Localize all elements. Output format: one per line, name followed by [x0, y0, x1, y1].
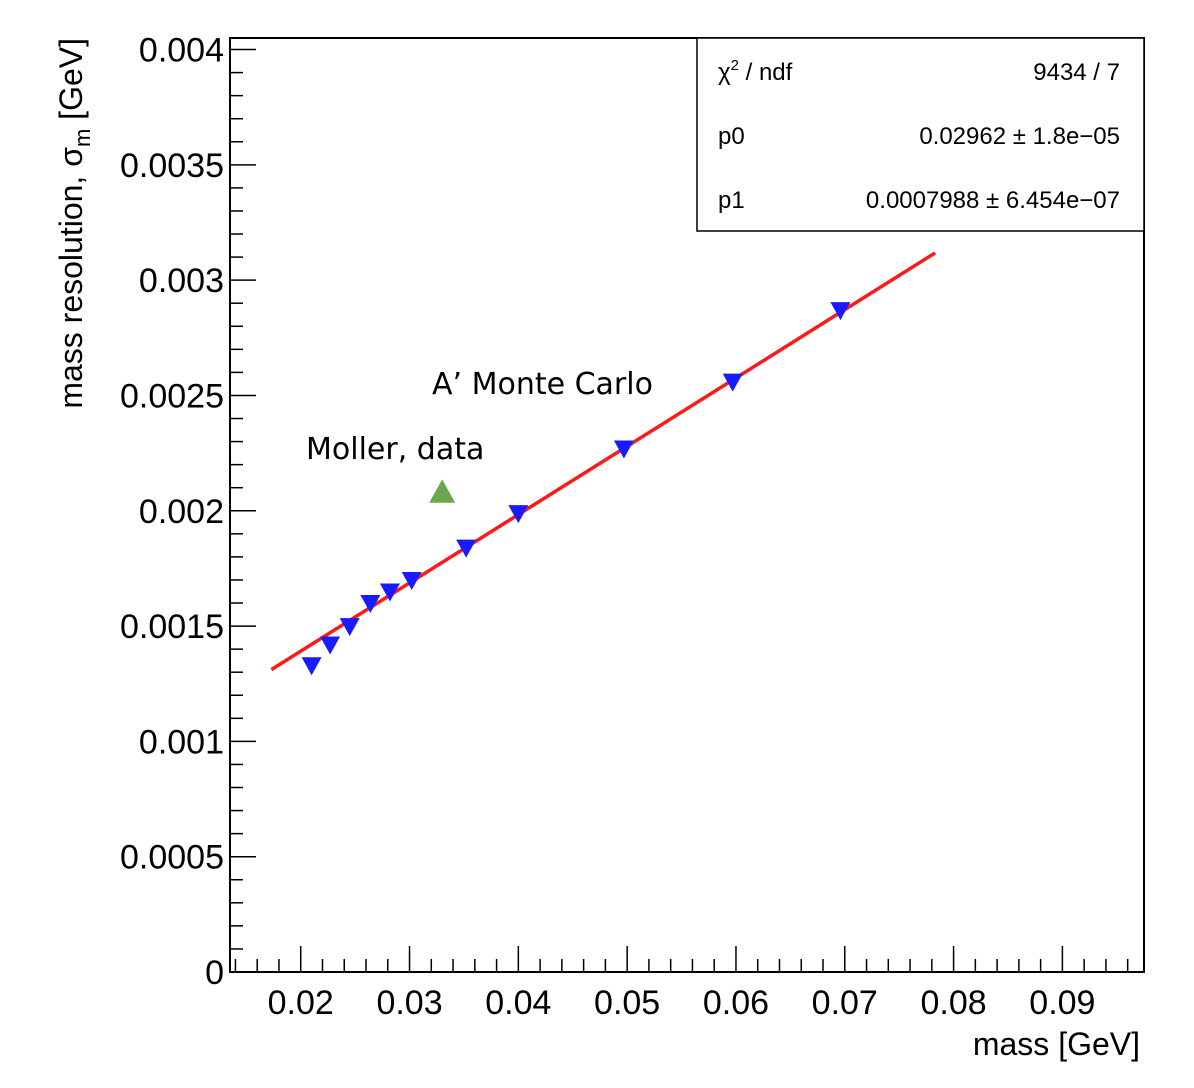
x-tick-label: 0.06 — [703, 984, 769, 1022]
annotation-moller-data: Moller, data — [306, 432, 484, 467]
data-markers — [301, 302, 851, 676]
y-tick-label: 0.003 — [139, 262, 224, 300]
annotation-monte-carlo: A’ Monte Carlo — [432, 367, 653, 402]
y-axis-title-unit: [GeV] — [53, 38, 89, 129]
x-tick-label: 0.04 — [485, 984, 551, 1022]
plot-frame — [229, 37, 1145, 973]
y-axis-title: mass resolution, σm [GeV] — [53, 38, 95, 409]
x-tick-label: 0.09 — [1029, 984, 1095, 1022]
stats-row-chi2-value: 9434 / 7 — [1033, 59, 1120, 86]
mc-point — [722, 373, 743, 392]
stats-row-p1-value: 0.0007988 ± 6.454e−07 — [866, 187, 1120, 214]
fit-stats-box: χ2 / ndf 9434 / 7 p0 0.02962 ± 1.8e−05 p… — [696, 37, 1145, 232]
stats-row-chi2-label: χ2 / ndf — [718, 57, 793, 86]
y-tick-label: 0.0015 — [120, 608, 224, 646]
mc-point — [320, 636, 341, 655]
mc-point — [301, 657, 322, 676]
y-tick-label: 0.0025 — [120, 377, 224, 415]
fit-line — [270, 251, 937, 672]
y-tick-label: 0.0005 — [120, 839, 224, 877]
y-tick-label: 0.0035 — [120, 147, 224, 185]
stats-box-frame — [696, 37, 1145, 232]
x-tick-label: 0.08 — [920, 984, 986, 1022]
axis-ticks — [230, 48, 1129, 973]
mc-point — [360, 595, 381, 614]
mc-point — [379, 583, 400, 602]
y-tick-label: 0.001 — [139, 723, 224, 761]
moller-point — [429, 479, 456, 503]
x-tick-label: 0.02 — [268, 984, 334, 1022]
y-axis-title-subscript: m — [70, 129, 95, 147]
tick-labels: 0.02 0.03 0.04 0.05 0.06 0.07 0.08 0.09 0 0.0005 0… — [120, 32, 1095, 1022]
y-tick-label: 0.004 — [139, 32, 224, 70]
mc-point — [508, 505, 529, 524]
chi-label-rest: / ndf — [739, 59, 793, 86]
mc-point — [456, 539, 477, 558]
chi-superscript: 2 — [731, 57, 739, 74]
x-tick-label: 0.05 — [594, 984, 660, 1022]
y-tick-label: 0 — [205, 954, 224, 992]
mc-point — [401, 571, 422, 590]
x-tick-label: 0.07 — [812, 984, 878, 1022]
stats-row-p0-label: p0 — [718, 123, 745, 150]
x-tick-label: 0.03 — [376, 984, 442, 1022]
stats-row-p0-value: 0.02962 ± 1.8e−05 — [919, 123, 1120, 150]
x-axis-title: mass [GeV] — [973, 1026, 1140, 1062]
y-axis-title-main: mass resolution, σ — [53, 147, 89, 409]
chi-label: χ — [718, 59, 731, 86]
mc-point — [613, 440, 634, 459]
mc-point — [339, 618, 360, 637]
y-tick-label: 0.002 — [139, 493, 224, 531]
stats-row-p1-label: p1 — [718, 187, 745, 214]
mc-point — [830, 302, 851, 321]
